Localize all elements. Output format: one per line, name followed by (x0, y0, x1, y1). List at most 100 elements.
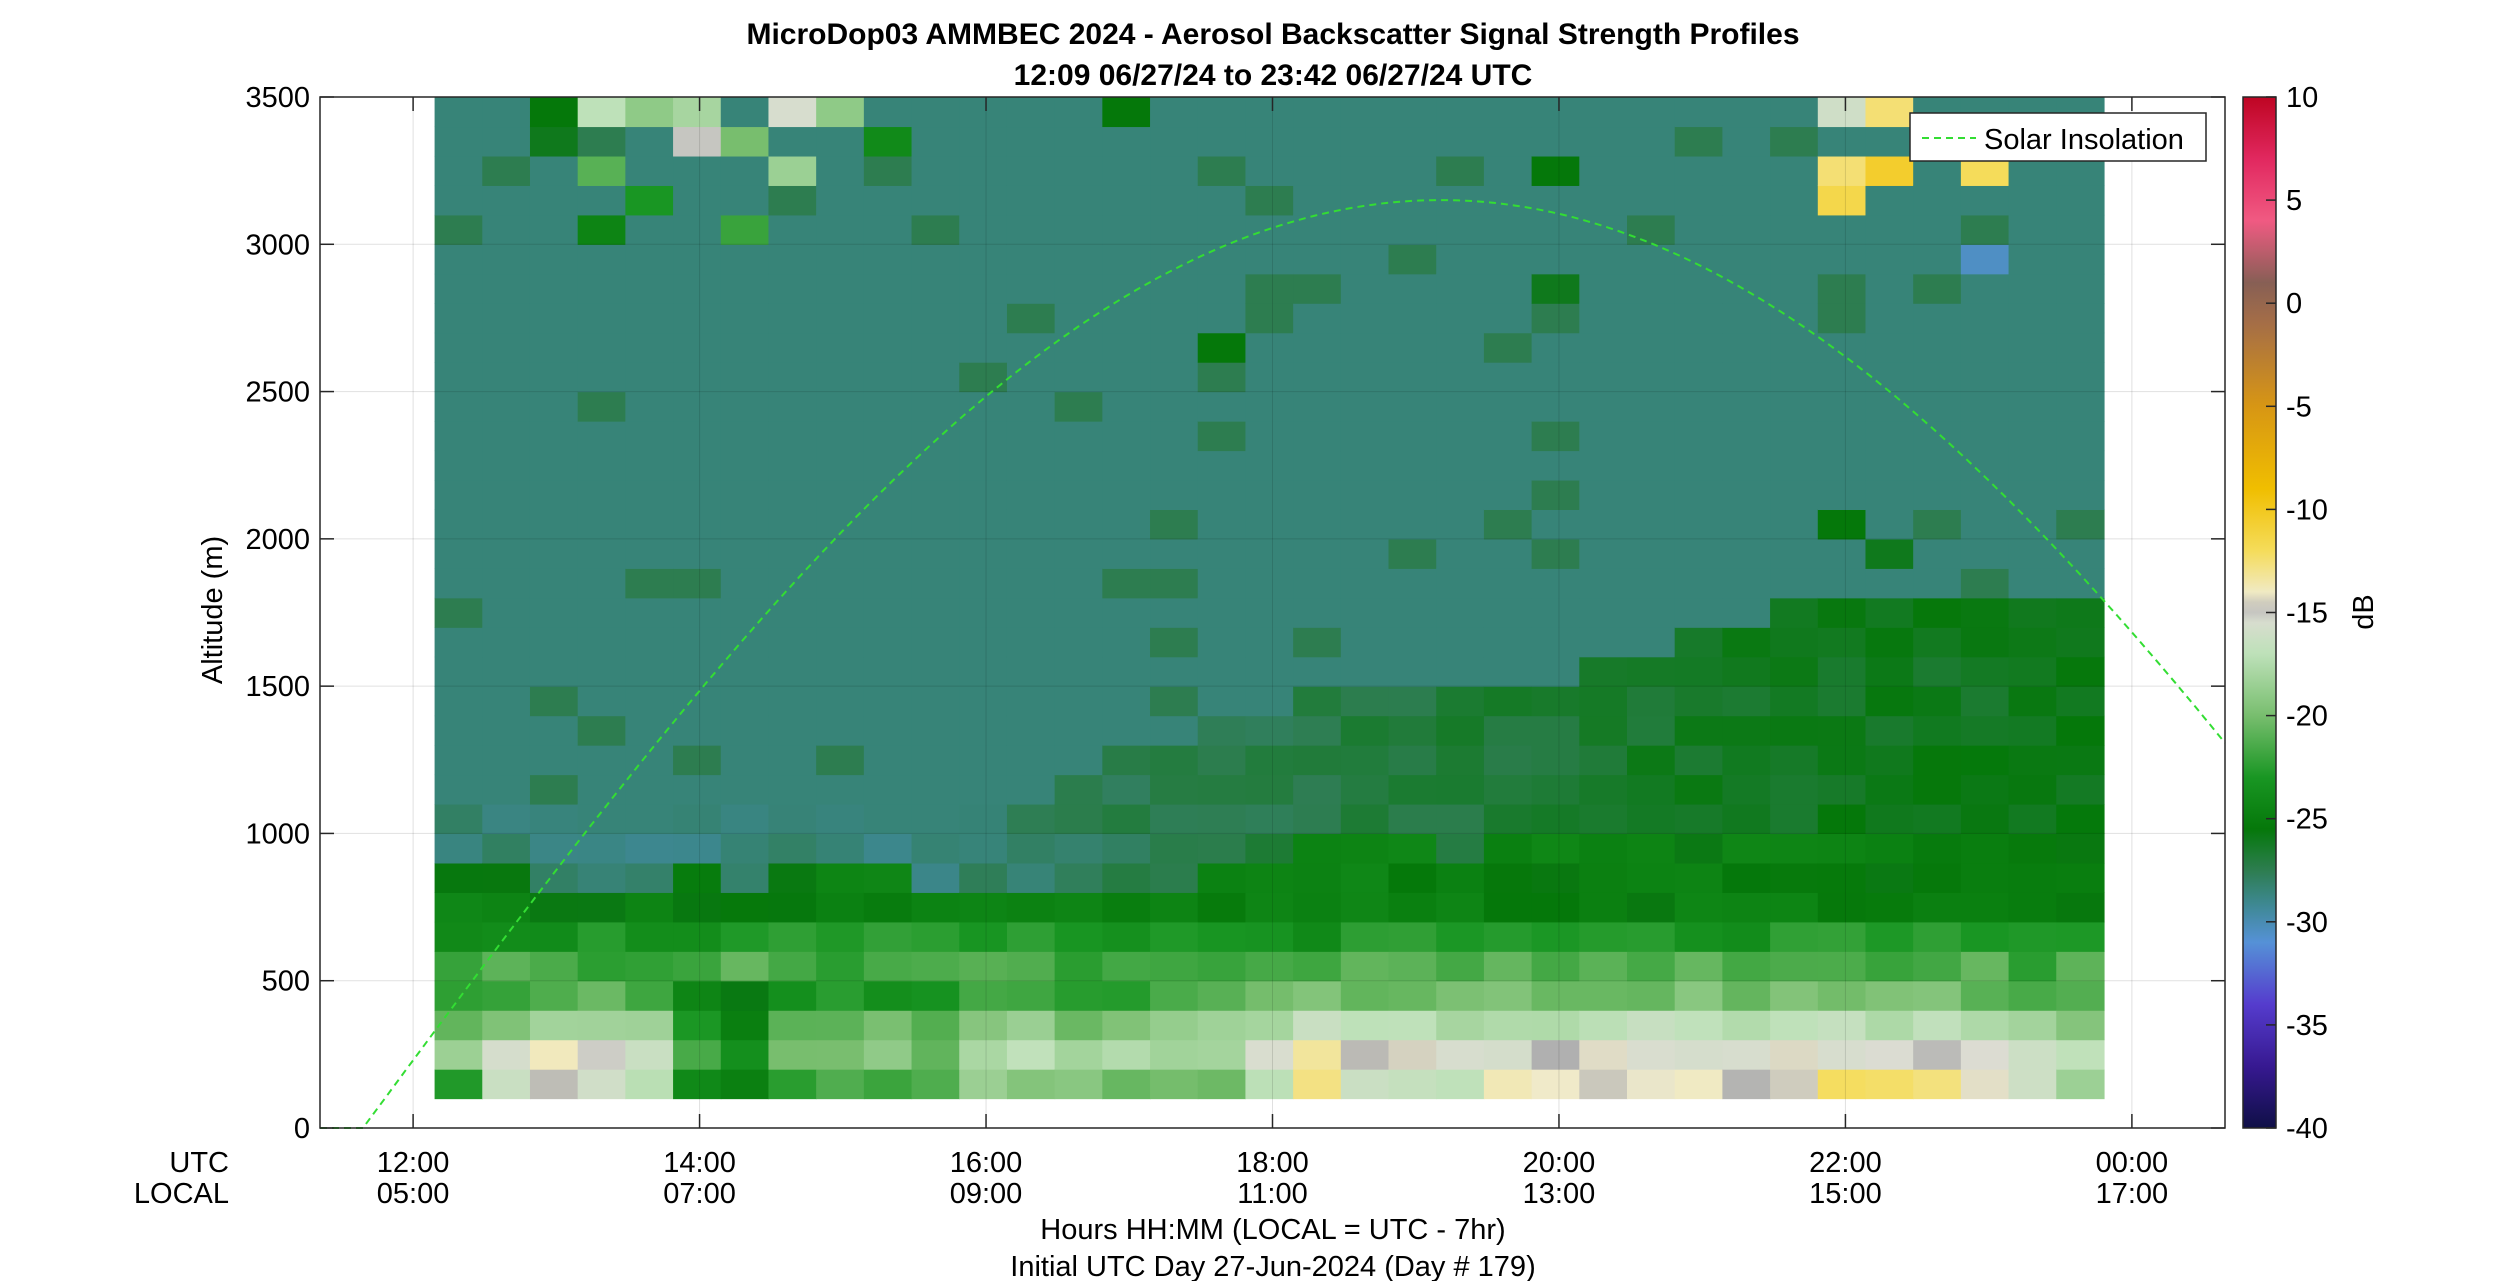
heatmap-cell (1436, 1039, 1485, 1070)
heatmap-cell (482, 1069, 531, 1100)
heatmap-cell (863, 951, 913, 982)
heatmap-cell (482, 833, 531, 864)
heatmap-cell (1817, 803, 1867, 835)
heatmap-cell (1531, 450, 1580, 481)
heatmap-cell (1674, 97, 1723, 128)
heatmap-cell (1150, 921, 1199, 952)
heatmap-cell (1102, 951, 1151, 982)
heatmap-cell (1340, 303, 1390, 334)
heatmap-cell (1293, 244, 1342, 275)
colorbar-tick-label: 5 (2286, 185, 2302, 217)
heatmap-cell (1817, 97, 1867, 128)
x-tick-label-utc: 16:00 (950, 1147, 1023, 1179)
heatmap-cell (1388, 715, 1437, 746)
heatmap-cell (816, 715, 865, 746)
heatmap-cell (1722, 862, 1771, 893)
heatmap-cell (1436, 715, 1485, 746)
heatmap-cell (1483, 862, 1533, 893)
heatmap-cell (1483, 656, 1533, 687)
heatmap-cell (1197, 214, 1247, 245)
heatmap-cell (1150, 656, 1199, 687)
heatmap-cell (1960, 862, 2010, 893)
heatmap-cell (673, 951, 722, 982)
heatmap-cell (1579, 126, 1628, 157)
heatmap-cell (959, 155, 1008, 186)
heatmap-cell (1722, 479, 1771, 510)
heatmap-cell (863, 126, 913, 157)
heatmap-cell (529, 273, 579, 304)
heatmap-cell (1006, 656, 1056, 687)
heatmap-cell (1817, 686, 1867, 717)
heatmap-cell (1150, 951, 1199, 982)
heatmap-cell (959, 450, 1008, 481)
heatmap-cell (1579, 833, 1628, 864)
heatmap-cell (1245, 627, 1294, 658)
heatmap-cell (2056, 332, 2105, 363)
heatmap-cell (1674, 391, 1723, 422)
heatmap-cell (1388, 745, 1437, 776)
heatmap-cell (1102, 126, 1151, 157)
heatmap-cell (1197, 862, 1247, 893)
heatmap-cell (1388, 332, 1437, 363)
heatmap-cell (768, 450, 817, 481)
heatmap-cell (434, 1010, 483, 1041)
heatmap-cell (1483, 627, 1533, 658)
heatmap-cell (1293, 303, 1342, 334)
heatmap-cell (1483, 980, 1533, 1011)
heatmap-cell (1913, 303, 1962, 334)
heatmap-cell (1293, 686, 1342, 717)
heatmap-cell (1102, 921, 1151, 952)
heatmap-cell (863, 185, 913, 216)
heatmap-cell (1531, 627, 1580, 658)
heatmap-cell (625, 97, 674, 128)
heatmap-cell (720, 421, 770, 452)
heatmap-cell (1865, 803, 1914, 835)
heatmap-cell (1817, 862, 1867, 893)
heatmap-cell (1197, 892, 1247, 923)
heatmap-cell (1483, 185, 1533, 216)
heatmap-cell (1674, 1069, 1723, 1100)
heatmap-cell (1770, 214, 1819, 245)
heatmap-cell (1913, 803, 1962, 835)
heatmap-cell (1436, 980, 1485, 1011)
heatmap-cell (482, 303, 531, 334)
heatmap-cell (1293, 892, 1342, 923)
heatmap-cell (1340, 686, 1390, 717)
heatmap-cell (720, 862, 770, 893)
heatmap-cell (1293, 774, 1342, 805)
heatmap-cell (529, 745, 579, 776)
heatmap-cell (959, 686, 1008, 717)
heatmap-cell (768, 185, 817, 216)
heatmap-cell (1340, 862, 1390, 893)
heatmap-cell (1293, 332, 1342, 363)
heatmap-cell (1150, 980, 1199, 1011)
heatmap-cell (434, 421, 483, 452)
heatmap-cell (1483, 97, 1533, 128)
heatmap-cell (529, 362, 579, 393)
heatmap-cell (1770, 597, 1819, 628)
heatmap-cell (1531, 391, 1580, 422)
heatmap-cell (1865, 450, 1914, 481)
heatmap-cell (1197, 97, 1247, 128)
heatmap-cell (1197, 597, 1247, 628)
heatmap-cell (625, 656, 674, 687)
heatmap-cell (1340, 450, 1390, 481)
heatmap-cell (1865, 273, 1914, 304)
heatmap-cell (1531, 421, 1580, 452)
heatmap-cell (1388, 980, 1437, 1011)
heatmap-cell (577, 126, 626, 157)
heatmap-cell (625, 686, 674, 717)
heatmap-cell (1245, 303, 1294, 334)
heatmap-cell (1006, 568, 1056, 599)
heatmap-cell (1436, 214, 1485, 245)
heatmap-cell (1388, 450, 1437, 481)
heatmap-cell (1627, 715, 1676, 746)
heatmap-cell (625, 538, 674, 569)
heatmap-cell (1865, 568, 1914, 599)
heatmap-cell (1436, 244, 1485, 275)
heatmap-cell (434, 479, 483, 510)
heatmap-cell (1627, 391, 1676, 422)
heatmap-cell (1436, 745, 1485, 776)
heatmap-cell (1865, 686, 1914, 717)
heatmap-cell (1913, 627, 1962, 658)
